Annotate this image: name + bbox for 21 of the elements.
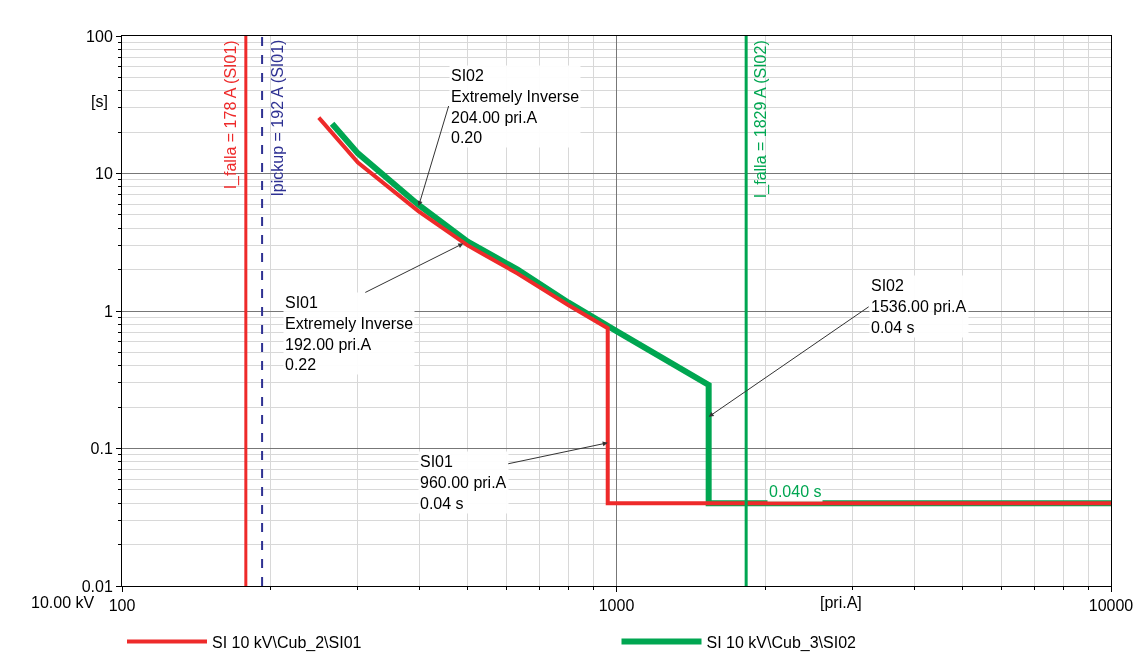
ref-line-label: I_falla = 178 A (SI01) [222, 40, 241, 190]
annotation: SI02 1536.00 pri.A 0.04 s [871, 277, 967, 336]
x-tick-label: 1000 [598, 597, 635, 615]
annotation: 0.040 s [769, 483, 822, 500]
x-axis-title: [pri.A] [820, 594, 862, 611]
y-tick-label: 1 [103, 302, 113, 320]
ref-line-label: Ipickup = 192 A (SI01) [268, 39, 286, 197]
y-tick-label: 100 [86, 27, 113, 45]
legend-label: SI 10 kV\Cub_2\SI01 [212, 633, 362, 652]
ref-line-label: I_falla = 1829 A (SI02) [752, 40, 771, 199]
annotation: SI01 960.00 pri.A 0.04 s [420, 453, 507, 512]
x-tick-label: 10000 [1088, 597, 1134, 615]
y-tick-label: 0.01 [81, 577, 113, 595]
x-tick-label: 100 [108, 597, 136, 615]
annotation: SI01 Extremely Inverse 192.00 pri.A 0.22 [285, 294, 414, 374]
text: 10.00 kV [31, 594, 95, 611]
annotation: SI02 Extremely Inverse 204.00 pri.A 0.20 [451, 67, 580, 147]
y-tick-label: 10 [95, 165, 113, 183]
legend-label: SI 10 kV\Cub_3\SI02 [706, 633, 857, 652]
y-axis-title: [s] [91, 93, 108, 110]
y-tick-label: 0.1 [90, 440, 113, 458]
